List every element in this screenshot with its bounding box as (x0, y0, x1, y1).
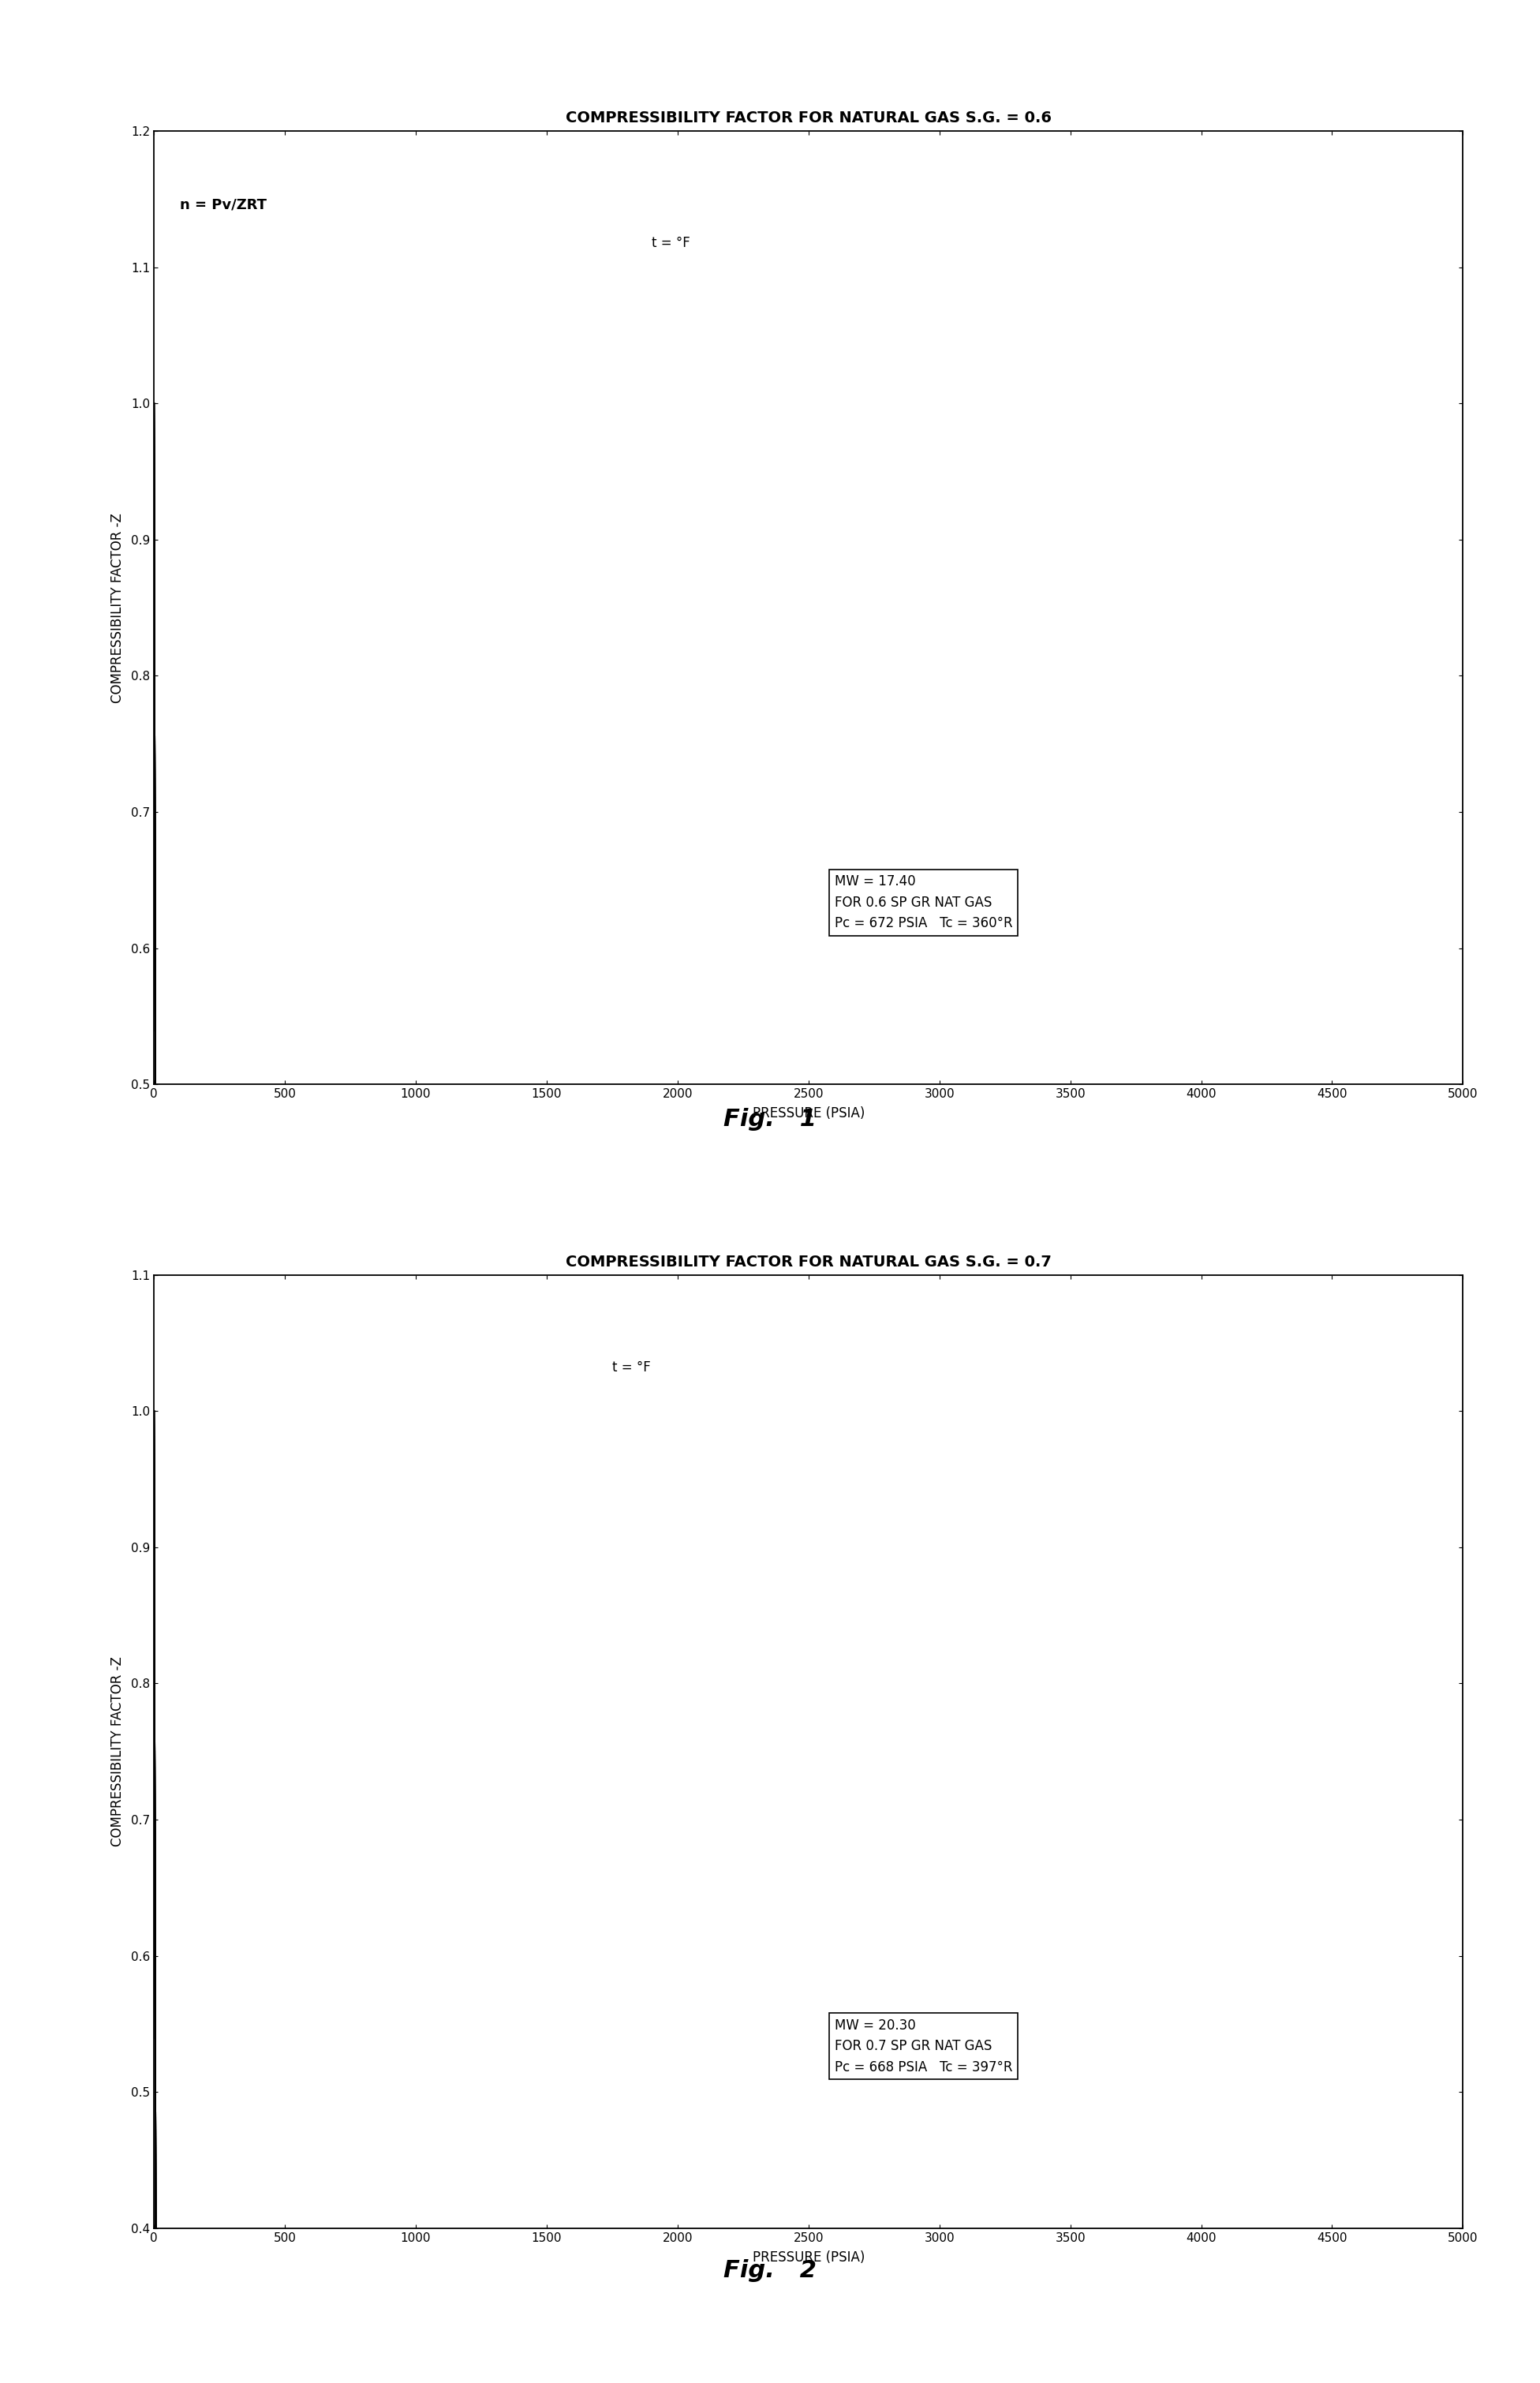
Y-axis label: COMPRESSIBILITY FACTOR -Z: COMPRESSIBILITY FACTOR -Z (111, 1656, 125, 1847)
Y-axis label: COMPRESSIBILITY FACTOR -Z: COMPRESSIBILITY FACTOR -Z (111, 512, 125, 703)
Text: MW = 17.40
FOR 0.6 SP GR NAT GAS
Pc = 672 PSIA   Tc = 360°R: MW = 17.40 FOR 0.6 SP GR NAT GAS Pc = 67… (835, 875, 1013, 929)
Text: n = Pv/ZRT: n = Pv/ZRT (180, 198, 266, 212)
Title: COMPRESSIBILITY FACTOR FOR NATURAL GAS S.G. = 0.7: COMPRESSIBILITY FACTOR FOR NATURAL GAS S… (565, 1253, 1052, 1270)
Text: Fig.   2: Fig. 2 (724, 2259, 816, 2283)
Text: MW = 20.30
FOR 0.7 SP GR NAT GAS
Pc = 668 PSIA   Tc = 397°R: MW = 20.30 FOR 0.7 SP GR NAT GAS Pc = 66… (835, 2018, 1013, 2073)
X-axis label: PRESSURE (PSIA): PRESSURE (PSIA) (753, 1106, 864, 1120)
Title: COMPRESSIBILITY FACTOR FOR NATURAL GAS S.G. = 0.6: COMPRESSIBILITY FACTOR FOR NATURAL GAS S… (565, 110, 1052, 126)
X-axis label: PRESSURE (PSIA): PRESSURE (PSIA) (753, 2250, 864, 2264)
Text: Fig.   1: Fig. 1 (724, 1108, 816, 1132)
Text: t = °F: t = °F (651, 236, 690, 250)
Text: t = °F: t = °F (613, 1361, 650, 1375)
